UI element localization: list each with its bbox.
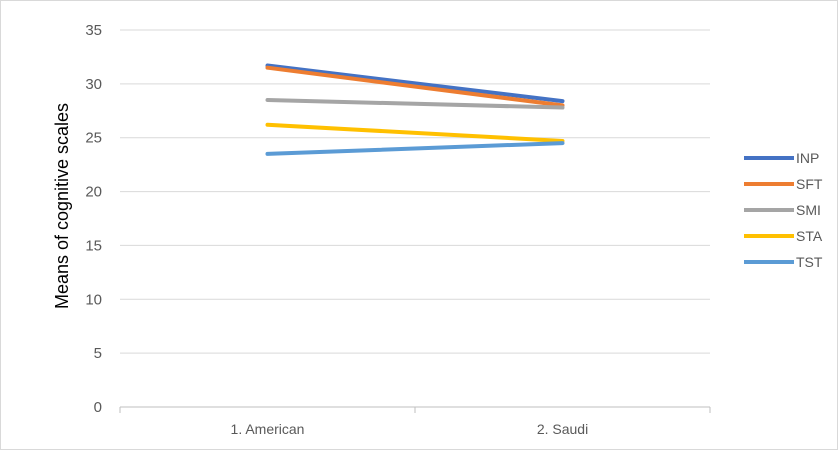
legend-label-inp: INP — [796, 150, 819, 166]
x-tick-label: 1. American — [231, 421, 305, 437]
legend-label-tst: TST — [796, 254, 823, 270]
legend-label-smi: SMI — [796, 202, 821, 218]
y-tick-label: 5 — [94, 345, 102, 362]
y-tick-label: 0 — [94, 399, 102, 416]
y-tick-label: 10 — [85, 291, 102, 308]
series-line-sft — [265, 65, 565, 108]
y-tick-label: 35 — [85, 22, 102, 39]
y-tick-label: 15 — [85, 237, 102, 254]
y-tick-label: 30 — [85, 76, 102, 93]
y-axis-title: Means of cognitive scales — [52, 103, 72, 309]
legend: INP SFT SMI STA TST — [744, 150, 823, 270]
x-tick-label: 2. Saudi — [537, 421, 588, 437]
series-line-smi — [265, 98, 565, 110]
y-tick-label: 20 — [85, 184, 102, 201]
tick-labels: 0 5 10 15 20 25 30 35 1. American 2. Saudi — [85, 22, 588, 437]
y-tick-label: 25 — [85, 130, 102, 147]
series-line-inp — [265, 63, 565, 104]
axes — [119, 406, 711, 413]
series-lines — [265, 63, 565, 156]
series-line-tst — [265, 141, 565, 156]
legend-label-sft: SFT — [796, 176, 823, 192]
series-line-sta — [265, 122, 565, 143]
legend-label-sta: STA — [796, 228, 823, 244]
